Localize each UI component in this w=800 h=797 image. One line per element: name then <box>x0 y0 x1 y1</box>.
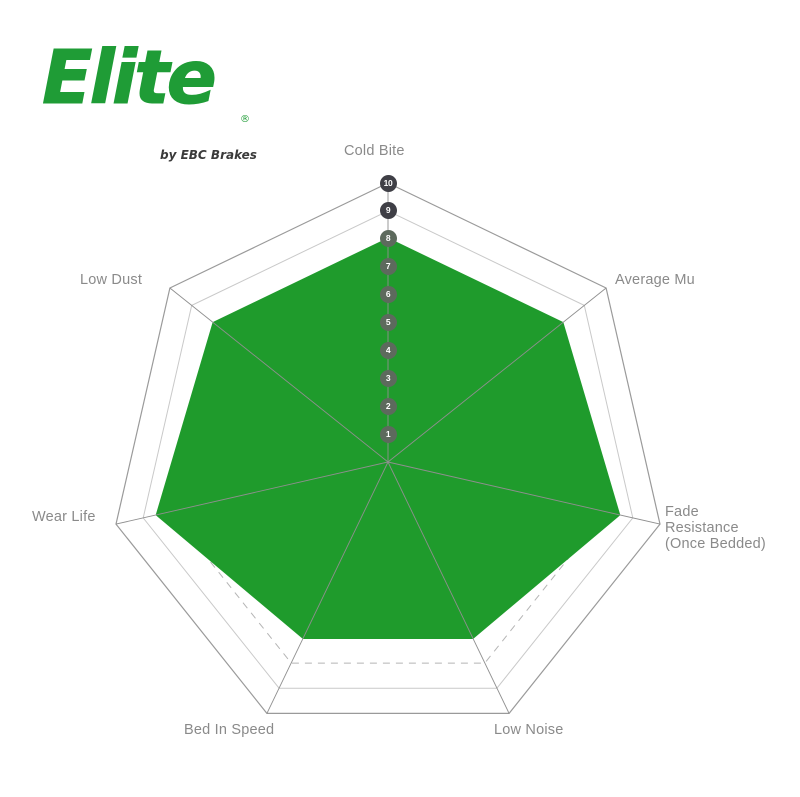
axis-label-low-noise-line1: Low Noise <box>494 722 564 738</box>
axis-label-low-noise: Low Noise <box>494 722 564 739</box>
scale-tick-2: 2 <box>379 397 397 415</box>
axis-label-wear-life-line1: Wear Life <box>32 509 96 525</box>
axis-label-fade-resistance: Fade Resistance (Once Bedded) <box>665 504 766 552</box>
radar-axis-spoke <box>387 461 510 714</box>
radar-axis-spoke <box>387 287 607 463</box>
axis-label-fade-resistance-line3: (Once Bedded) <box>665 536 766 552</box>
scale-tick-6: 6 <box>379 286 397 304</box>
logo-trademark-icon: ® <box>240 114 250 125</box>
axis-label-average-mu: Average Mu <box>615 272 695 289</box>
axis-label-cold-bite-line1: Cold Bite <box>344 143 405 159</box>
axis-label-low-dust-line1: Low Dust <box>80 272 143 288</box>
radar-axis-spoke <box>266 461 389 714</box>
elite-logo: Elite ® by EBC Brakes <box>42 35 257 163</box>
scale-tick-5: 5 <box>379 314 397 331</box>
axis-label-bed-in-speed-line1: Bed In Speed <box>184 722 275 738</box>
scale-tick-1: 1 <box>379 425 397 443</box>
scale-tick-4: 4 <box>379 341 397 359</box>
scale-tick-3: 3 <box>379 369 397 387</box>
axis-label-wear-life: Wear Life <box>32 509 96 526</box>
axis-label-fade-resistance-line1: Fade <box>665 504 699 520</box>
axis-label-average-mu-line1: Average Mu <box>615 272 695 288</box>
axis-label-low-dust: Low Dust <box>80 272 142 289</box>
scale-tick-9: 9 <box>379 202 397 220</box>
logo-wordmark: Elite <box>42 35 218 121</box>
radar-axis-spoke <box>115 461 389 525</box>
axis-label-bed-in-speed: Bed In Speed <box>184 722 274 739</box>
logo-subtitle: by EBC Brakes <box>160 148 257 162</box>
radar-outer-ring <box>115 182 661 715</box>
axis-label-fade-resistance-line2: Resistance <box>665 520 739 536</box>
scale-tick-7: 7 <box>379 258 397 276</box>
radar-axis-spoke <box>387 461 661 525</box>
axis-label-cold-bite: Cold Bite <box>344 143 405 160</box>
scale-tick-8: 8 <box>379 230 397 248</box>
radar-grid-ring <box>142 210 634 689</box>
radar-axis-spoke <box>169 287 389 463</box>
scale-tick-10: 10 <box>379 174 397 192</box>
